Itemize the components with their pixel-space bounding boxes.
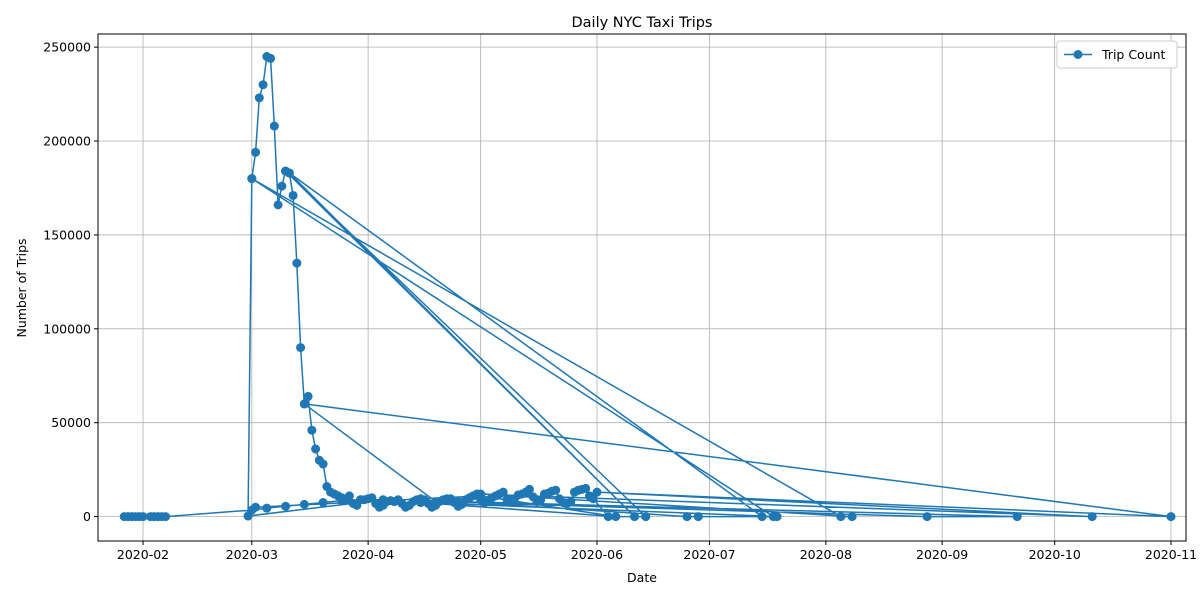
data-point: [566, 497, 576, 507]
x-axis-label: Date: [627, 570, 657, 585]
data-point: [757, 512, 767, 522]
data-point: [524, 484, 534, 494]
x-tick-label: 2020-06: [571, 547, 623, 562]
x-tick-label: 2020-02: [117, 547, 169, 562]
x-tick-label: 2020-03: [226, 547, 278, 562]
plot-area-frame: [97, 33, 1187, 542]
x-tick-label: 2020-11: [1145, 547, 1197, 562]
x-tick-label: 2020-10: [1029, 547, 1081, 562]
x-tick-label: 2020-09: [916, 547, 968, 562]
data-point: [641, 512, 651, 522]
data-point: [431, 497, 441, 507]
data-point: [772, 512, 782, 522]
x-tick-label: 2020-08: [800, 547, 852, 562]
data-point: [161, 512, 171, 522]
data-point: [1087, 512, 1097, 522]
data-point: [288, 190, 298, 200]
data-point: [836, 512, 846, 522]
data-point: [581, 483, 591, 493]
data-point: [344, 491, 354, 501]
data-point: [243, 511, 253, 521]
data-point: [299, 399, 309, 409]
data-point: [277, 181, 287, 191]
data-point: [299, 499, 309, 509]
x-axis-ticks: 2020-02 2020-03 2020-04 2020-05 2020-06 2020-…: [117, 541, 1197, 562]
data-point: [254, 93, 264, 103]
y-tick-label: 100000: [43, 321, 91, 336]
data-point: [1012, 512, 1022, 522]
data-point: [682, 512, 692, 522]
data-point: [251, 147, 261, 157]
data-point: [269, 121, 279, 131]
chart-title: Daily NYC Taxi Trips: [572, 15, 713, 31]
data-point: [318, 459, 328, 469]
x-tick-label: 2020-05: [455, 547, 507, 562]
data-point: [611, 512, 621, 522]
y-tick-label: 0: [83, 509, 91, 524]
data-point: [262, 503, 272, 513]
data-point: [1166, 512, 1176, 522]
data-point: [281, 501, 291, 511]
data-point: [247, 174, 257, 184]
y-tick-label: 150000: [43, 227, 91, 242]
legend-label: Trip Count: [1101, 47, 1166, 62]
data-point: [307, 425, 317, 435]
y-tick-label: 50000: [51, 415, 91, 430]
data-point: [258, 80, 268, 90]
data-point: [453, 497, 463, 507]
x-tick-label: 2020-04: [342, 547, 394, 562]
data-point: [630, 512, 639, 522]
y-axis-label: Number of Trips: [14, 238, 29, 337]
data-point: [603, 512, 613, 522]
data-point: [551, 485, 561, 495]
data-point: [592, 487, 602, 497]
data-point: [292, 258, 302, 268]
data-point: [303, 391, 313, 401]
x-tick-label: 2020-07: [683, 547, 735, 562]
data-point: [284, 168, 294, 178]
legend-point-marker: [1073, 50, 1083, 59]
data-point: [251, 502, 261, 512]
data-point: [416, 498, 426, 508]
data-point: [588, 494, 598, 504]
data-point: [311, 444, 321, 454]
y-tick-label: 200000: [43, 134, 91, 149]
series-trip-count: [119, 52, 1176, 522]
data-point: [693, 512, 703, 522]
legend: Trip Count: [1056, 40, 1178, 69]
data-point: [266, 53, 276, 63]
data-point: [318, 498, 328, 508]
y-axis-ticks: 0 50000 100000 150000 200000 250000: [43, 40, 98, 524]
data-point: [847, 512, 857, 522]
legend-box: [1056, 40, 1178, 69]
y-tick-label: 250000: [43, 40, 91, 55]
data-point: [922, 512, 932, 522]
data-point: [273, 200, 283, 210]
data-point: [498, 487, 508, 497]
data-point: [138, 512, 148, 522]
data-point: [296, 343, 306, 353]
data-point: [476, 491, 486, 501]
